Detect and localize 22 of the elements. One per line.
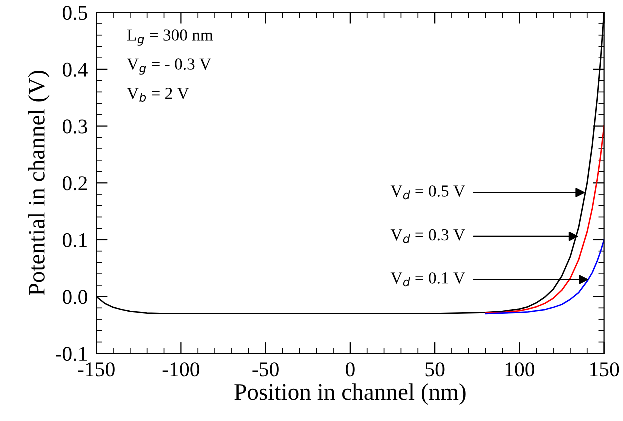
annotation: V$_{b}$ = 2 V (127, 88, 190, 102)
x-tick-label: -150 (78, 362, 115, 377)
y-tick-label: 0.0 (62, 290, 88, 304)
y-tick-label: 0.4 (62, 62, 88, 77)
y-tick-label: 0.1 (62, 233, 87, 248)
x-axis-title: Position in channel (nm) (234, 384, 466, 406)
annotation: V$_{d}$ = 0.3 V (390, 229, 466, 244)
x-tick-label: -100 (162, 362, 200, 377)
x-tick-label: 0 (346, 362, 355, 377)
y-tick-label: -0.1 (56, 347, 87, 362)
annotation: V$_{d}$ = 0.5 V (390, 186, 466, 200)
annotation: V$_{d}$ = 0.1 V (390, 272, 466, 287)
y-tick-label: 0.3 (62, 120, 88, 134)
x-tick-label: -50 (252, 362, 279, 377)
x-tick-label: 50 (426, 362, 445, 377)
x-tick-label: 150 (590, 362, 620, 377)
annotation: V$_{g}$ = - 0.3 V (127, 58, 212, 75)
y-axis-title: Potential in channel (V) (28, 71, 50, 296)
y-tick-label: 0.5 (62, 6, 88, 20)
y-tick-label: 0.2 (62, 176, 88, 191)
x-tick-label: 100 (506, 362, 535, 377)
annotation: L$_{g}$ = 300 nm (128, 30, 214, 46)
